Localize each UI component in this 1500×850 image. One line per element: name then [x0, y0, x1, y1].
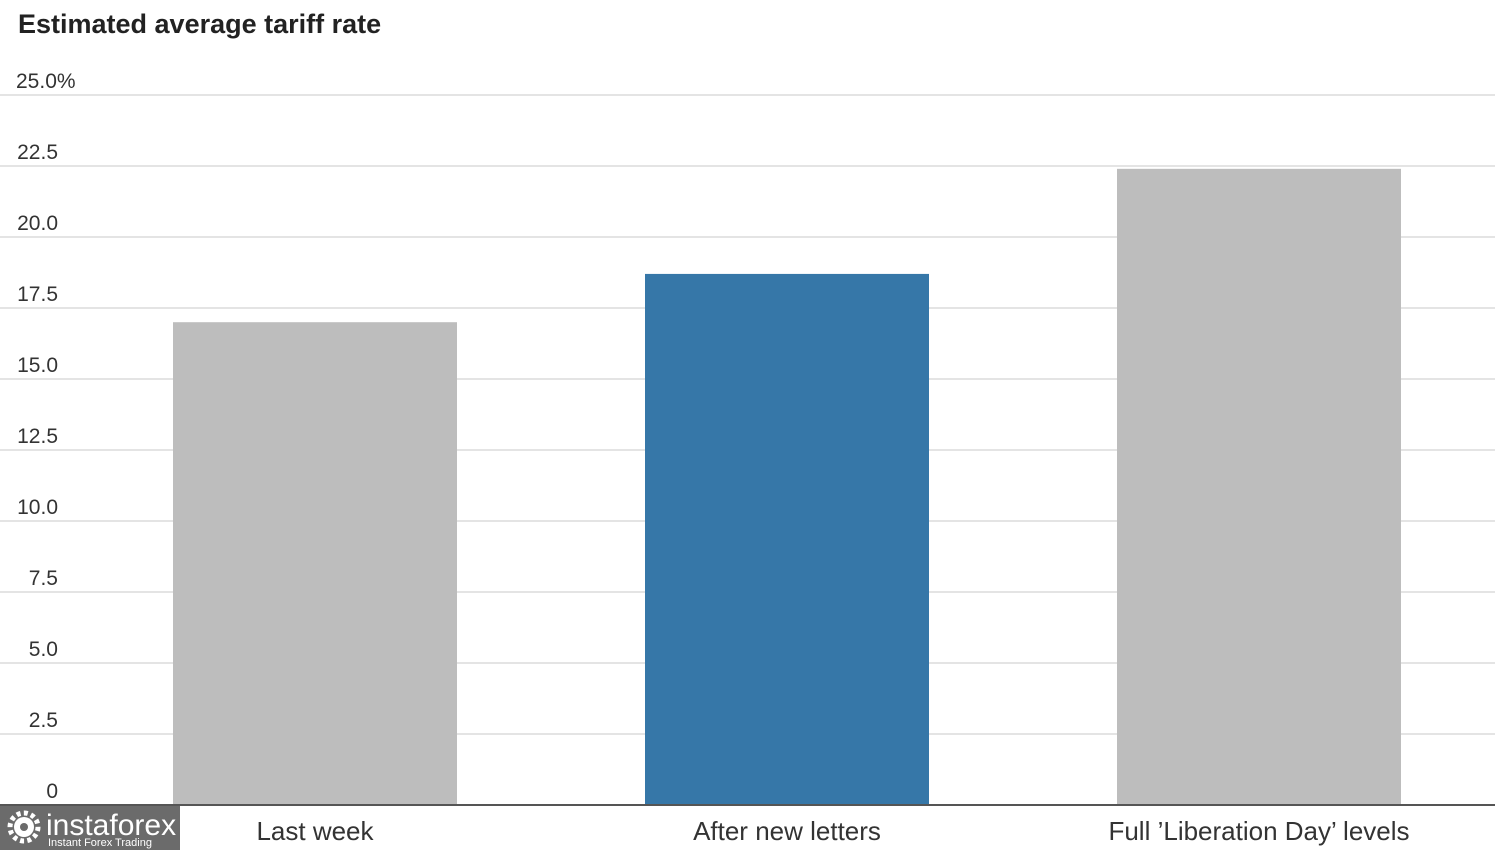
y-tick-label: 0: [46, 780, 58, 803]
watermark-tagline: Instant Forex Trading: [48, 837, 152, 849]
y-tick-label: 12.5: [17, 425, 58, 448]
y-tick-label: 7.5: [29, 567, 58, 590]
x-tick-label: After new letters: [693, 816, 881, 846]
x-axis: Last week After new letters Full ’Liberati…: [256, 816, 1409, 846]
x-tick-label: Last week: [256, 816, 374, 846]
y-tick-label: 22.5: [17, 141, 58, 164]
y-axis: 0 2.5 5.0 7.5 10.0 12.5 15.0 17.5 20.0 22.5 25.0%: [16, 70, 76, 803]
y-tick-label: 17.5: [17, 283, 58, 306]
bar: [1117, 168, 1401, 806]
watermark-brand: instaforex: [46, 809, 176, 842]
bars: [173, 168, 1401, 806]
bar: [645, 273, 929, 805]
bar: [173, 322, 457, 805]
gear-icon: [7, 810, 41, 844]
y-tick-label: 25.0%: [16, 70, 76, 93]
y-tick-label: 10.0: [17, 496, 58, 519]
y-tick-label: 2.5: [29, 709, 58, 732]
y-tick-label: 15.0: [17, 354, 58, 377]
watermark: instaforex Instant Forex Trading: [0, 806, 180, 850]
x-tick-label: Full ’Liberation Day’ levels: [1108, 816, 1409, 846]
y-tick-label: 20.0: [17, 212, 58, 235]
y-tick-label: 5.0: [29, 638, 58, 661]
chart-title: Estimated average tariff rate: [18, 9, 381, 39]
